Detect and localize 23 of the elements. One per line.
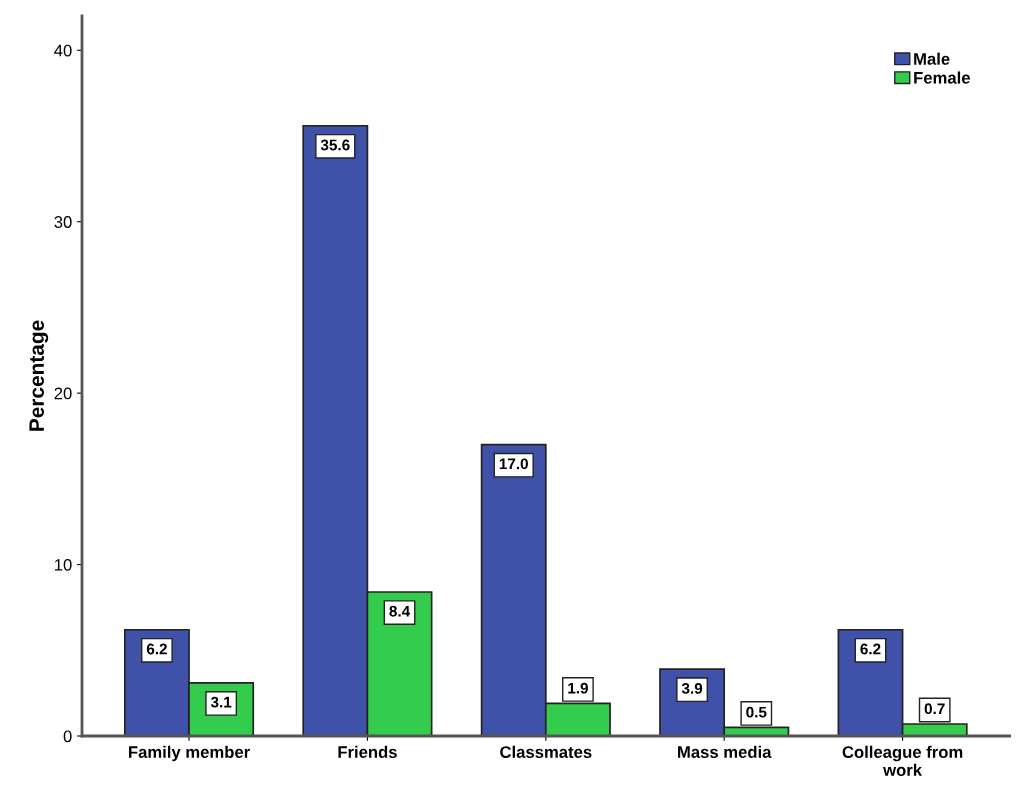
data-label: 1.9: [568, 682, 588, 694]
data-label: 8.4: [389, 605, 411, 617]
y-tick-label: 20: [54, 387, 72, 400]
x-tick-label: Colleague from work: [842, 745, 963, 776]
x-tick-label: Classmates: [500, 745, 592, 758]
y-tick-label: 0: [63, 730, 72, 743]
data-label: 0.7: [924, 703, 945, 715]
data-label: 3.1: [210, 696, 232, 708]
legend-label: Male: [914, 52, 950, 65]
y-tick-label: 40: [54, 44, 72, 57]
y-tick-label: 30: [54, 216, 72, 228]
x-tick-label: Mass media: [678, 745, 772, 758]
data-label: 3.9: [681, 683, 703, 694]
data-label: 6.2: [860, 643, 881, 655]
legend-label: Female: [914, 71, 970, 84]
y-axis-title: Percentage: [29, 320, 49, 431]
data-label: 35.6: [320, 139, 350, 151]
x-tick-label: Family member: [129, 745, 250, 762]
data-label: 0.5: [746, 706, 767, 718]
x-tick-label: Friends: [338, 745, 397, 758]
data-label: 6.2: [146, 643, 167, 655]
data-label: 17.0: [499, 458, 528, 470]
y-tick-label: 10: [55, 558, 72, 571]
